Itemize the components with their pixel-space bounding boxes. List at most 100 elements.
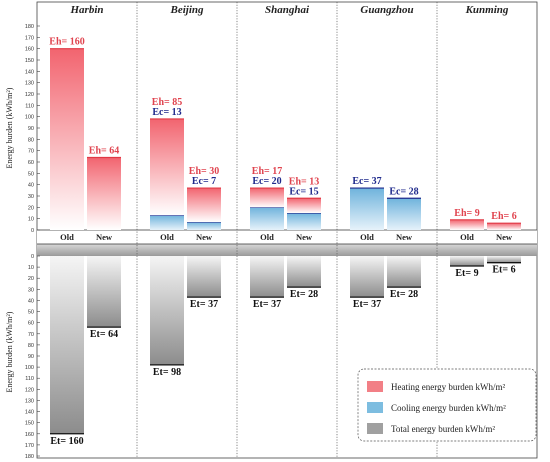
heating-bar bbox=[150, 118, 184, 216]
total-bar bbox=[350, 256, 384, 298]
y-tick-label-bottom: 10 bbox=[28, 265, 34, 271]
heating-bar bbox=[50, 48, 84, 230]
heating-value-label: Eh= 9 bbox=[454, 208, 479, 219]
city-name: Shanghai bbox=[265, 4, 310, 16]
cooling-bar bbox=[350, 188, 384, 230]
y-tick-label-bottom: 60 bbox=[28, 321, 34, 327]
y-tick-label-bottom: 80 bbox=[28, 343, 34, 349]
cooling-value-label: Ec= 37 bbox=[352, 176, 381, 187]
y-tick-label-bottom: 180 bbox=[25, 454, 34, 460]
y-tick-label-bottom: 90 bbox=[28, 354, 34, 360]
city-name: Guangzhou bbox=[360, 4, 413, 16]
heating-value-label: Eh= 160 bbox=[49, 37, 84, 48]
y-axis-label-bottom: Energy burden (kWh/m²) bbox=[5, 311, 14, 392]
y-tick-label-bottom: 50 bbox=[28, 310, 34, 316]
y-tick-label-bottom: 40 bbox=[28, 298, 34, 304]
cooling-bar bbox=[287, 213, 321, 230]
legend-box bbox=[357, 368, 537, 442]
total-bar bbox=[187, 256, 221, 298]
category-label: New bbox=[396, 232, 413, 242]
city-name: Harbin bbox=[69, 4, 103, 16]
y-axis-label-top: Energy burden (kWh/m²) bbox=[5, 87, 14, 168]
heating-value-label: Eh= 6 bbox=[491, 211, 516, 222]
y-tick-label-bottom: 160 bbox=[25, 432, 34, 438]
cooling-value-label: Ec= 13 bbox=[152, 107, 181, 118]
category-label: Old bbox=[260, 232, 274, 242]
y-tick-label-top: 70 bbox=[28, 149, 34, 155]
y-tick-label-top: 170 bbox=[25, 35, 34, 41]
total-value-label: Et= 37 bbox=[190, 299, 218, 310]
total-bar bbox=[150, 256, 184, 365]
zero-band bbox=[37, 244, 537, 256]
total-bar bbox=[287, 256, 321, 288]
y-tick-label-top: 60 bbox=[28, 160, 34, 166]
y-tick-label-top: 140 bbox=[25, 69, 34, 75]
total-value-label: Et= 64 bbox=[90, 329, 118, 340]
heating-bar bbox=[487, 223, 521, 230]
y-tick-label-bottom: 130 bbox=[25, 398, 34, 404]
category-label: New bbox=[496, 232, 513, 242]
y-tick-label-top: 160 bbox=[25, 47, 34, 53]
heating-bar bbox=[250, 188, 284, 208]
y-tick-label-top: 90 bbox=[28, 126, 34, 132]
total-value-label: Et= 37 bbox=[253, 299, 281, 310]
cooling-bar bbox=[387, 198, 421, 230]
city-name: Kunming bbox=[465, 4, 509, 16]
total-value-label: Et= 37 bbox=[353, 299, 381, 310]
y-tick-label-top: 180 bbox=[25, 24, 34, 30]
total-bar bbox=[87, 256, 121, 328]
cooling-bar bbox=[187, 222, 221, 230]
legend-swatch bbox=[367, 381, 383, 392]
city-name: Beijing bbox=[169, 4, 204, 16]
total-value-label: Et= 6 bbox=[492, 265, 515, 276]
y-tick-label-bottom: 30 bbox=[28, 287, 34, 293]
heating-bar bbox=[450, 219, 484, 230]
category-label: Old bbox=[460, 232, 474, 242]
heating-value-label: Eh= 13 bbox=[289, 176, 319, 187]
legend-label: Heating energy burden kWh/m² bbox=[391, 382, 506, 392]
y-tick-label-top: 80 bbox=[28, 137, 34, 143]
y-tick-label-bottom: 170 bbox=[25, 443, 34, 449]
y-tick-label-top: 150 bbox=[25, 58, 34, 64]
legend-label: Total energy burden kWh/m² bbox=[391, 424, 495, 434]
y-tick-label-bottom: 20 bbox=[28, 276, 34, 282]
total-bar bbox=[450, 256, 484, 266]
legend-label: Cooling energy burden kWh/m² bbox=[391, 403, 506, 413]
heating-bar bbox=[287, 198, 321, 213]
y-tick-label-bottom: 140 bbox=[25, 410, 34, 416]
y-tick-label-top: 0 bbox=[31, 228, 34, 234]
category-label: New bbox=[96, 232, 113, 242]
heating-bar bbox=[187, 188, 221, 223]
legend-swatch bbox=[367, 423, 383, 434]
legend-swatch bbox=[367, 402, 383, 413]
category-label: Old bbox=[160, 232, 174, 242]
total-value-label: Et= 28 bbox=[390, 289, 418, 300]
y-tick-label-bottom: 70 bbox=[28, 332, 34, 338]
y-tick-label-top: 10 bbox=[28, 217, 34, 223]
heating-value-label: Eh= 85 bbox=[152, 97, 182, 108]
heating-bar bbox=[87, 157, 121, 230]
y-tick-label-bottom: 110 bbox=[25, 376, 34, 382]
y-tick-label-top: 40 bbox=[28, 183, 34, 189]
total-value-label: Et= 160 bbox=[50, 436, 83, 447]
cooling-value-label: Ec= 15 bbox=[289, 186, 318, 197]
y-tick-label-top: 110 bbox=[25, 103, 34, 109]
total-value-label: Et= 28 bbox=[290, 289, 318, 300]
heating-value-label: Eh= 64 bbox=[89, 145, 119, 156]
category-label: New bbox=[296, 232, 313, 242]
cooling-bar bbox=[150, 215, 184, 230]
y-tick-label-top: 30 bbox=[28, 194, 34, 200]
total-value-label: Et= 9 bbox=[455, 268, 478, 279]
category-label: Old bbox=[360, 232, 374, 242]
y-tick-label-bottom: 150 bbox=[25, 421, 34, 427]
total-bar bbox=[487, 256, 521, 263]
category-label: Old bbox=[60, 232, 74, 242]
cooling-value-label: Ec= 7 bbox=[192, 176, 216, 187]
y-tick-label-top: 50 bbox=[28, 171, 34, 177]
y-tick-label-top: 100 bbox=[25, 115, 34, 121]
total-bar bbox=[50, 256, 84, 434]
cooling-value-label: Ec= 20 bbox=[252, 176, 281, 187]
cooling-bar bbox=[250, 207, 284, 230]
